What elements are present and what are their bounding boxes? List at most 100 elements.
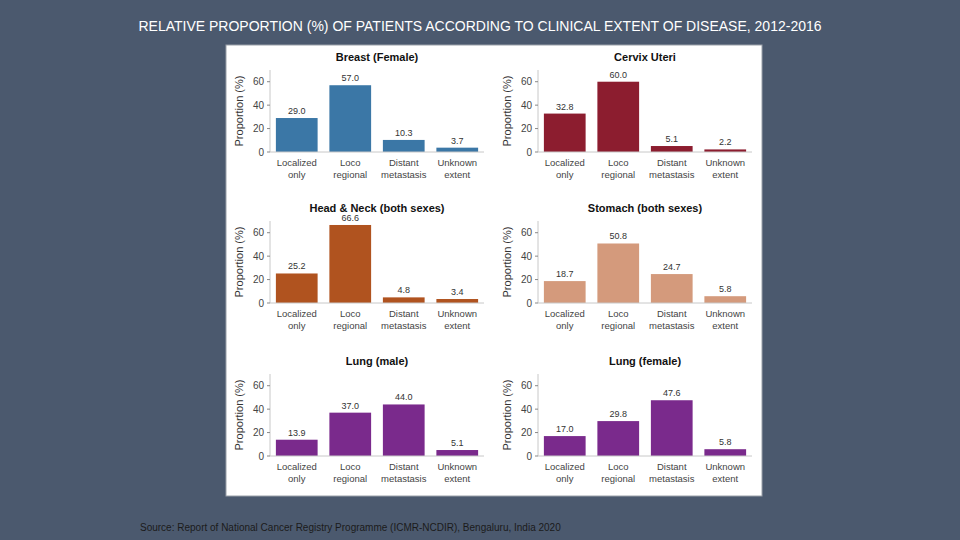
y-tick — [267, 279, 270, 280]
y-axis-label: Proportion (%) — [233, 76, 245, 147]
bar — [329, 413, 371, 456]
y-tick-label: 0 — [258, 298, 264, 309]
x-tick-label-line: regional — [601, 169, 635, 180]
x-axis-line — [270, 152, 484, 153]
y-tick-label: 20 — [521, 123, 533, 134]
bars — [544, 400, 746, 456]
y-tick-label: 0 — [258, 147, 264, 158]
x-tick-label: Localizedonly — [545, 461, 585, 484]
y-tick-label: 20 — [253, 123, 265, 134]
x-tick-label-line: Localized — [545, 157, 585, 168]
y-tick — [535, 232, 538, 233]
bar-chart: Breast (Female) Proportion (%) 0 20 40 60 29.0… — [233, 51, 484, 180]
y-tick — [267, 81, 270, 82]
data-label: 37.0 — [341, 401, 359, 411]
chart-title: Stomach (both sexes) — [588, 202, 703, 214]
x-tick-label-line: only — [288, 169, 306, 180]
x-axis-line — [538, 303, 752, 304]
y-tick-label: 20 — [521, 274, 533, 285]
y-axis-label: Proportion (%) — [501, 380, 513, 451]
x-tick-label-line: regional — [601, 473, 635, 484]
data-label: 32.8 — [556, 102, 574, 112]
x-tick-label: Localizedonly — [545, 157, 585, 180]
y-axis-line — [538, 374, 539, 456]
x-tick-label-line: Unknown — [437, 157, 477, 168]
x-axis-line — [538, 456, 752, 457]
x-tick-label-line: regional — [333, 169, 367, 180]
data-label: 3.7 — [451, 136, 464, 146]
x-axis-line — [270, 303, 484, 304]
x-tick-label-line: Loco — [608, 157, 629, 168]
x-tick-label-line: Unknown — [437, 461, 477, 472]
data-label: 47.6 — [663, 388, 681, 398]
y-axis-line — [270, 374, 271, 456]
x-tick-label-line: extent — [712, 320, 738, 331]
bar — [544, 114, 586, 152]
bar — [276, 118, 318, 152]
bars — [544, 243, 746, 303]
x-tick-label-line: Unknown — [705, 461, 745, 472]
x-tick-label: Distantmetastasis — [381, 157, 427, 180]
x-tick-label-line: only — [556, 320, 574, 331]
data-label: 18.7 — [556, 269, 574, 279]
bars — [276, 225, 478, 303]
y-tick — [535, 409, 538, 410]
y-tick-label: 60 — [521, 227, 533, 238]
y-tick-label: 40 — [253, 251, 265, 262]
chart-title: Lung (female) — [609, 355, 681, 367]
y-tick-label: 60 — [253, 76, 265, 87]
x-tick-label-line: Localized — [545, 308, 585, 319]
x-tick-label: Localizedonly — [277, 308, 317, 331]
bars — [276, 85, 478, 152]
x-tick-label-line: only — [556, 473, 574, 484]
x-tick-label-line: Localized — [277, 461, 317, 472]
y-tick-label: 40 — [521, 251, 533, 262]
bar — [704, 449, 746, 456]
chart-panel — [226, 45, 762, 496]
y-tick-label: 0 — [526, 298, 532, 309]
y-tick — [267, 432, 270, 433]
x-axis-line — [538, 152, 752, 153]
bar — [383, 297, 425, 303]
y-tick — [267, 232, 270, 233]
bar — [544, 436, 586, 456]
chart-title: Breast (Female) — [336, 51, 419, 63]
bar — [329, 85, 371, 152]
bar — [329, 225, 371, 303]
page-title: RELATIVE PROPORTION (%) OF PATIENTS ACCO… — [138, 18, 821, 34]
x-tick-label-line: Loco — [340, 461, 361, 472]
x-tick-label-line: metastasis — [649, 169, 695, 180]
y-axis-label: Proportion (%) — [501, 76, 513, 147]
data-label: 25.2 — [288, 261, 306, 271]
y-tick-label: 20 — [253, 274, 265, 285]
x-tick-label: Distantmetastasis — [649, 157, 695, 180]
y-tick-label: 60 — [521, 380, 533, 391]
data-label: 5.1 — [665, 134, 678, 144]
y-tick — [267, 409, 270, 410]
y-tick-label: 40 — [253, 100, 265, 111]
y-tick — [535, 128, 538, 129]
bar — [383, 140, 425, 152]
x-tick-label: Unknownextent — [437, 157, 477, 180]
x-tick-label-line: Distant — [389, 308, 419, 319]
chart-title: Cervix Uteri — [614, 51, 676, 63]
y-tick-label: 20 — [253, 427, 265, 438]
y-axis-line — [538, 221, 539, 303]
data-label: 29.0 — [288, 106, 306, 116]
x-tick-label: Unknownextent — [437, 308, 477, 331]
x-tick-label-line: Distant — [657, 157, 687, 168]
x-tick-label: Distantmetastasis — [381, 308, 427, 331]
bar — [597, 421, 639, 456]
data-label: 2.2 — [719, 137, 732, 147]
data-label: 66.6 — [341, 213, 359, 223]
bars — [276, 404, 478, 456]
bar — [597, 82, 639, 152]
chart-title: Head & Neck (both sexes) — [309, 202, 444, 214]
x-tick-label-line: only — [288, 473, 306, 484]
y-axis-label: Proportion (%) — [233, 227, 245, 298]
data-label: 5.8 — [719, 284, 732, 294]
data-label: 5.1 — [451, 438, 464, 448]
x-tick-label: Locoregional — [601, 461, 635, 484]
x-tick-label-line: Localized — [277, 308, 317, 319]
x-axis-line — [270, 456, 484, 457]
